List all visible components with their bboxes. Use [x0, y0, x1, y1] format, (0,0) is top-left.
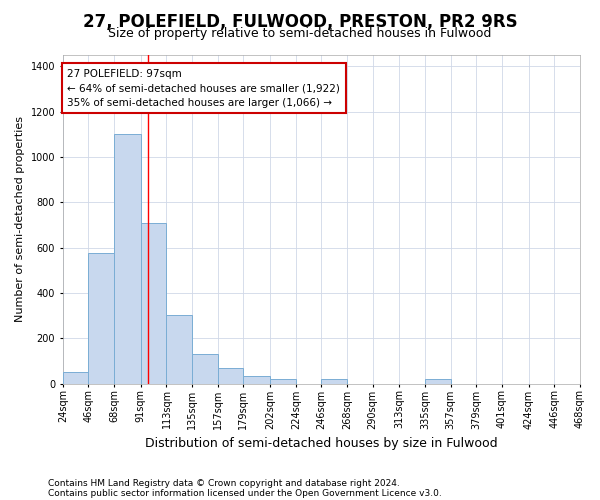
Bar	[88, 254, 114, 384]
Text: Contains public sector information licensed under the Open Government Licence v3: Contains public sector information licen…	[48, 488, 442, 498]
Bar	[425, 379, 451, 384]
Bar	[166, 314, 192, 384]
Text: Size of property relative to semi-detached houses in Fulwood: Size of property relative to semi-detach…	[109, 28, 491, 40]
Text: 27, POLEFIELD, FULWOOD, PRESTON, PR2 9RS: 27, POLEFIELD, FULWOOD, PRESTON, PR2 9RS	[83, 12, 517, 30]
Text: 27 POLEFIELD: 97sqm
← 64% of semi-detached houses are smaller (1,922)
35% of sem: 27 POLEFIELD: 97sqm ← 64% of semi-detach…	[67, 68, 340, 108]
Bar	[63, 372, 88, 384]
Bar	[141, 223, 166, 384]
Bar	[322, 379, 347, 384]
Bar	[218, 368, 244, 384]
Bar	[270, 379, 296, 384]
Text: Contains HM Land Registry data © Crown copyright and database right 2024.: Contains HM Land Registry data © Crown c…	[48, 478, 400, 488]
Bar	[192, 354, 218, 384]
X-axis label: Distribution of semi-detached houses by size in Fulwood: Distribution of semi-detached houses by …	[145, 437, 498, 450]
Bar	[244, 376, 270, 384]
Y-axis label: Number of semi-detached properties: Number of semi-detached properties	[15, 116, 25, 322]
Bar	[114, 134, 141, 384]
